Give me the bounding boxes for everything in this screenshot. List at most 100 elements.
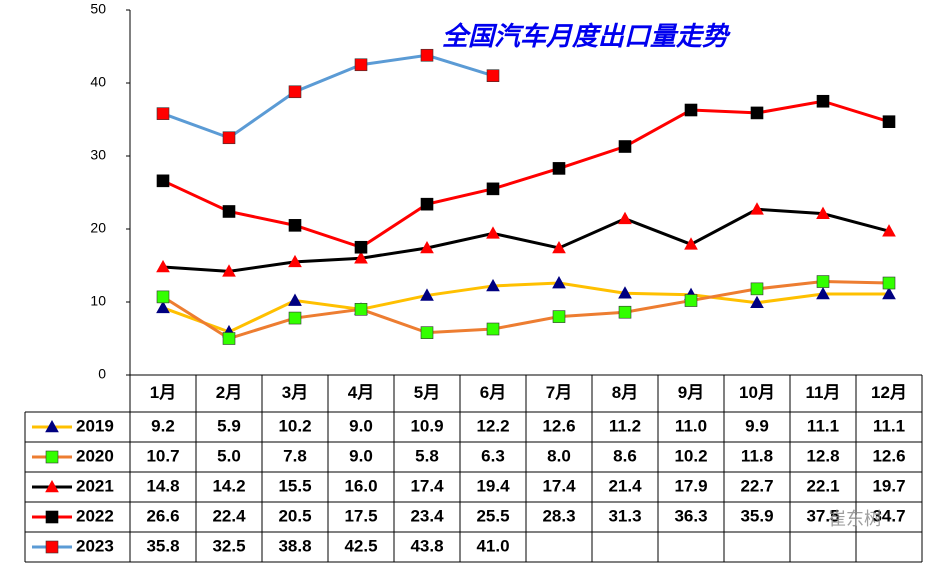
marker: [618, 305, 632, 319]
table-cell: 12.6: [872, 446, 905, 465]
marker: [222, 131, 236, 145]
table-cell: 12.6: [542, 416, 575, 435]
table-cell: 19.4: [476, 476, 510, 495]
y-tick-label: 20: [90, 220, 106, 236]
table-cell: 9.9: [745, 416, 769, 435]
marker: [420, 326, 434, 339]
x-tick-label: 5月: [414, 383, 440, 402]
table-cell: 10.7: [146, 446, 179, 465]
marker: [45, 540, 59, 554]
x-tick-label: 11月: [806, 383, 841, 402]
x-tick-label: 8月: [612, 383, 638, 402]
table-cell: 17.4: [542, 476, 576, 495]
series-line: [162, 280, 890, 341]
table-cell: 5.9: [217, 416, 241, 435]
marker: [618, 286, 632, 299]
marker: [684, 237, 698, 250]
legend-label: 2021: [76, 476, 114, 495]
x-tick-label: 6月: [480, 383, 506, 402]
marker: [552, 162, 566, 175]
marker: [354, 58, 368, 72]
marker: [816, 94, 830, 108]
marker: [420, 240, 434, 254]
legend-label: 2023: [76, 536, 114, 555]
marker: [156, 107, 170, 120]
legend-label: 2019: [76, 416, 114, 435]
marker: [222, 205, 236, 218]
series-line: [162, 281, 889, 334]
y-tick-label: 30: [90, 147, 106, 163]
table-cell: 22.4: [212, 506, 246, 525]
series-line: [162, 99, 890, 249]
marker: [552, 310, 566, 323]
marker: [750, 282, 764, 296]
table-cell: 41.0: [476, 536, 509, 555]
chart-title: 全国汽车月度出口量走势: [442, 22, 731, 52]
y-tick-label: 40: [90, 74, 106, 90]
marker: [618, 140, 632, 153]
marker: [552, 240, 566, 254]
marker: [288, 219, 302, 232]
table-cell: 25.5: [476, 506, 509, 525]
marker: [486, 278, 500, 292]
marker: [354, 251, 368, 264]
table-cell: 26.6: [146, 506, 179, 525]
marker: [750, 295, 764, 309]
table-cell: 17.5: [344, 506, 377, 525]
table-cell: 21.4: [608, 476, 642, 495]
marker: [684, 103, 698, 117]
table-cell: 32.5: [212, 536, 245, 555]
table-cell: 10.2: [674, 446, 707, 465]
series-line: [162, 207, 890, 273]
table-cell: 5.8: [415, 446, 439, 465]
table-cell: 9.0: [349, 416, 373, 435]
table-cell: 34.7: [872, 506, 905, 525]
table-cell: 38.8: [278, 536, 311, 555]
table-cell: 43.8: [410, 536, 443, 555]
x-tick-label: 1月: [150, 383, 176, 402]
table-cell: 10.2: [278, 416, 311, 435]
marker: [156, 259, 170, 273]
x-tick-label: 10月: [739, 383, 775, 402]
x-tick-label: 3月: [282, 383, 308, 402]
y-tick-label: 50: [90, 1, 106, 17]
table-cell: 8.6: [613, 446, 637, 465]
marker: [486, 322, 500, 336]
x-tick-label: 2月: [216, 383, 242, 402]
watermark: 崔东树: [828, 509, 882, 529]
table-cell: 17.9: [674, 476, 707, 495]
table-cell: 11.1: [807, 416, 839, 435]
legend-label: 2022: [76, 506, 114, 525]
table-cell: 14.8: [146, 476, 179, 495]
marker: [354, 302, 368, 316]
table-cell: 7.8: [283, 446, 307, 465]
marker: [750, 106, 764, 120]
marker: [45, 479, 59, 493]
table-cell: 28.3: [542, 506, 575, 525]
table-cell: 11.0: [675, 416, 707, 435]
marker: [816, 286, 830, 300]
table-cell: 22.7: [740, 476, 773, 495]
table-cell: 37.5: [806, 506, 839, 525]
marker: [882, 286, 896, 300]
x-tick-label: 4月: [348, 383, 374, 402]
marker: [420, 288, 434, 301]
marker: [882, 115, 896, 128]
table-cell: 11.2: [609, 416, 641, 435]
x-tick-label: 12月: [871, 383, 907, 402]
table-cell: 23.4: [410, 506, 444, 525]
marker: [882, 276, 896, 290]
marker: [156, 300, 170, 314]
marker: [420, 197, 434, 211]
marker: [222, 332, 236, 345]
marker: [552, 275, 566, 289]
y-tick-label: 0: [98, 366, 106, 382]
table-cell: 10.9: [410, 416, 443, 435]
table-cell: 5.0: [217, 446, 241, 465]
marker: [684, 294, 698, 307]
table-cell: 14.2: [212, 476, 245, 495]
marker: [618, 211, 632, 225]
marker: [750, 202, 764, 215]
table-cell: 42.5: [344, 536, 377, 555]
table-cell: 8.0: [547, 446, 571, 465]
